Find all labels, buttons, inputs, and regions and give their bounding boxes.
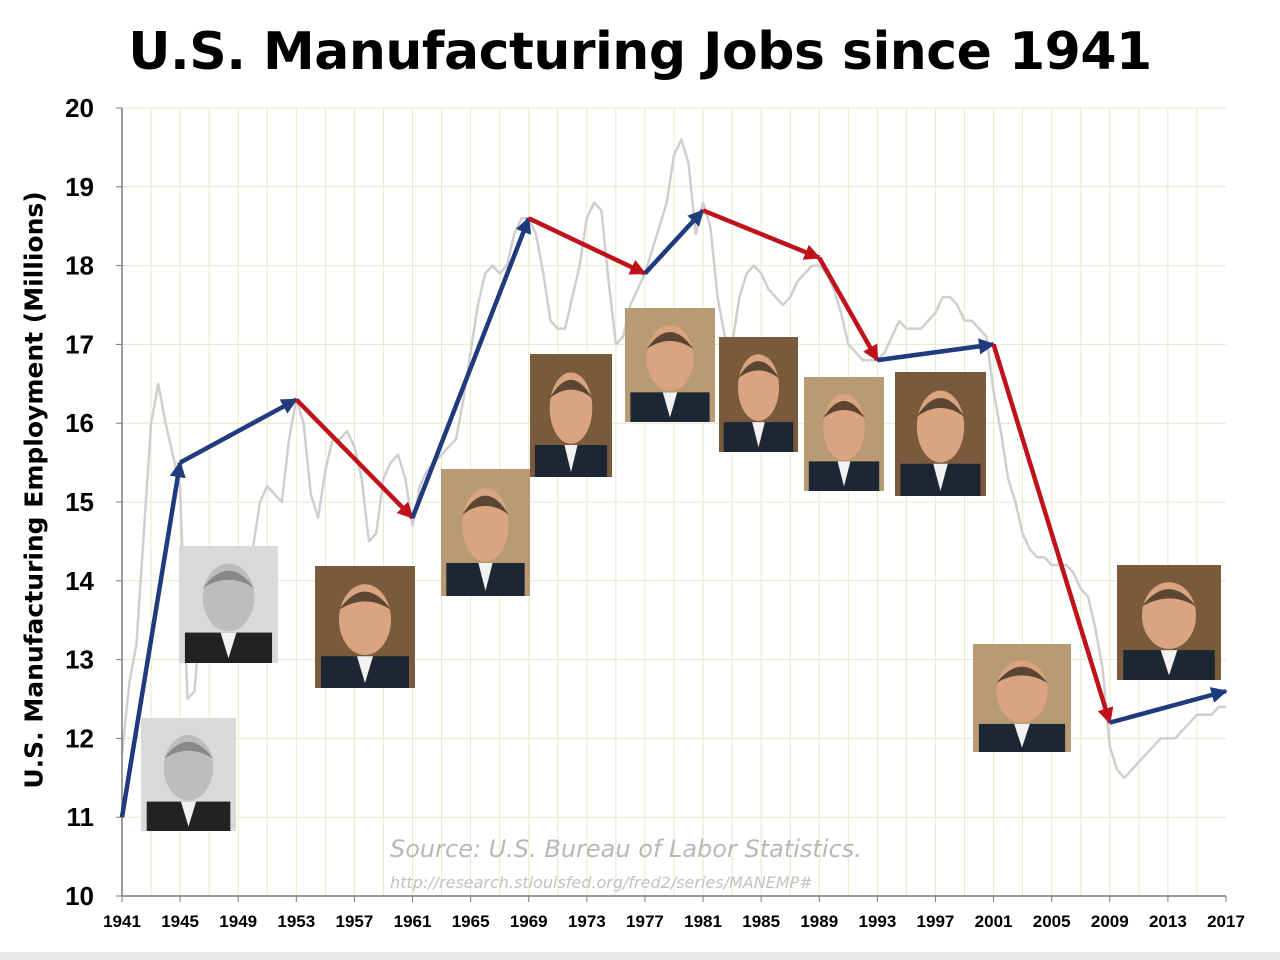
y-tick-label: 11: [67, 802, 95, 832]
trend-arrow: [991, 343, 1114, 725]
president-portrait: [804, 377, 884, 491]
president-portraits: [141, 308, 1221, 831]
portrait-hair: [737, 361, 780, 379]
y-tick-label: 19: [65, 172, 94, 202]
portrait-shirt: [357, 656, 373, 684]
portrait-hair: [462, 495, 509, 515]
president-portrait: [441, 469, 530, 596]
portrait-hair: [549, 379, 593, 399]
bottom-border: [0, 952, 1280, 960]
portrait-shirt: [1014, 723, 1030, 748]
trend-arrow: [817, 256, 880, 362]
x-tick-label: 1961: [394, 912, 432, 931]
trend-arrow: [294, 397, 415, 520]
chart-title: U.S. Manufacturing Jobs since 1941: [128, 22, 1152, 82]
trend-arrow: [179, 397, 298, 465]
x-tick-label: 1969: [510, 912, 548, 931]
x-tick-label: 2005: [1033, 912, 1071, 931]
y-tick-label: 14: [65, 566, 94, 596]
y-tick-label: 20: [65, 93, 94, 123]
x-tick-label: 1953: [277, 912, 315, 931]
y-tick-label: 13: [65, 645, 94, 675]
x-tick-label: 1949: [219, 912, 257, 931]
axes: [116, 107, 1227, 902]
portrait-shirt: [1160, 650, 1178, 676]
y-tick-label: 18: [65, 251, 94, 281]
president-portrait: [625, 308, 715, 422]
president-portrait: [973, 644, 1071, 752]
portrait-hair: [163, 741, 214, 759]
trend-arrow: [410, 216, 532, 519]
trend-arrow: [877, 338, 996, 363]
portrait-shirt: [837, 461, 851, 487]
grid-lines: [122, 107, 1226, 896]
trend-arrow: [702, 208, 821, 260]
portrait-hair: [916, 398, 965, 417]
employment-line: [120, 138, 1226, 780]
x-tick-label: 1957: [336, 912, 374, 931]
y-tick-label: 12: [65, 723, 94, 753]
source-text: Source: U.S. Bureau of Labor Statistics.: [390, 835, 862, 863]
x-tick-label: 1985: [742, 912, 780, 931]
source-annotation: Source: U.S. Bureau of Labor Statistics.…: [390, 835, 862, 892]
x-tick-label: 1973: [568, 912, 606, 931]
president-portrait: [530, 354, 612, 477]
x-tick-label: 1997: [917, 912, 955, 931]
president-portrait: [719, 337, 798, 452]
trend-arrow: [119, 461, 186, 818]
x-tick-label: 1945: [161, 912, 199, 931]
portrait-shirt: [478, 562, 493, 591]
y-tick-label: 16: [65, 408, 94, 438]
president-portrait: [179, 546, 278, 663]
portrait-shirt: [752, 422, 765, 448]
trend-arrow: [1109, 687, 1228, 725]
x-tick-label: 1965: [452, 912, 490, 931]
portrait-shirt: [662, 392, 678, 418]
x-tick-label: 2017: [1207, 912, 1245, 931]
tick-labels: 10 11 12 13 14 15 16 17 18 19 20 1941 1945 1949 1953 19…: [65, 93, 1245, 931]
portrait-hair: [339, 591, 391, 610]
trend-arrow: [643, 208, 705, 276]
x-tick-label: 2013: [1149, 912, 1187, 931]
president-portrait: [315, 566, 415, 688]
x-tick-label: 1981: [684, 912, 722, 931]
employment-series: [120, 138, 1226, 780]
x-tick-label: 1993: [858, 912, 896, 931]
portrait-hair: [202, 570, 255, 589]
source-url: http://research.stlouisfed.org/fred2/ser…: [390, 873, 813, 892]
portrait-shirt: [220, 632, 237, 659]
portrait-shirt: [564, 445, 578, 473]
x-tick-label: 2001: [975, 912, 1013, 931]
president-portrait: [895, 372, 986, 496]
portrait-shirt: [933, 463, 948, 492]
president-portrait: [141, 718, 236, 831]
y-tick-label: 10: [65, 881, 94, 911]
trend-arrows: [119, 208, 1228, 818]
x-tick-label: 1941: [103, 912, 141, 931]
portrait-hair: [1141, 589, 1197, 607]
x-tick-label: 1977: [626, 912, 664, 931]
portrait-hair: [823, 400, 865, 419]
portrait-shirt: [180, 801, 197, 827]
x-tick-label: 1989: [800, 912, 838, 931]
portrait-hair: [646, 331, 694, 350]
y-tick-label: 17: [65, 329, 94, 359]
x-tick-label: 2009: [1091, 912, 1129, 931]
trend-arrow: [527, 216, 647, 276]
portrait-hair: [996, 666, 1048, 683]
y-tick-label: 15: [65, 487, 94, 517]
president-portrait: [1117, 565, 1221, 680]
